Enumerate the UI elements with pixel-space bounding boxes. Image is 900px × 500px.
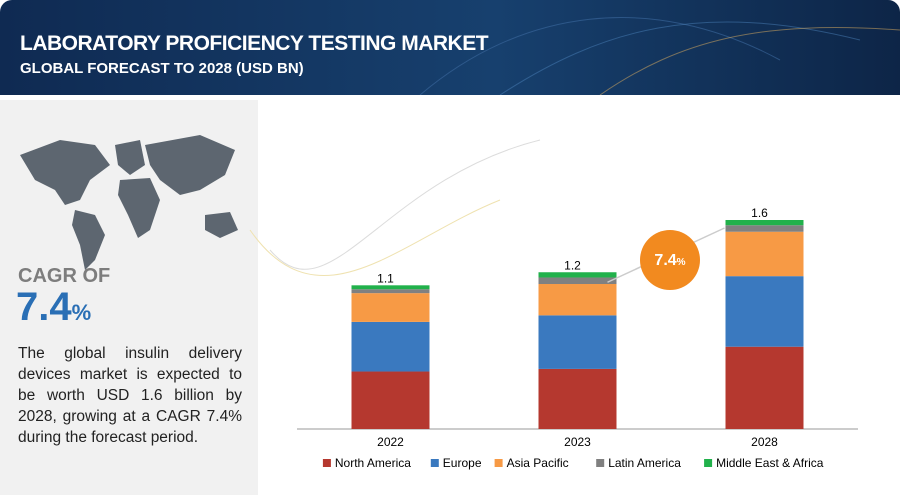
legend-swatch <box>430 459 439 467</box>
cagr-unit: % <box>71 300 92 325</box>
cagr-value: 7.4 <box>16 285 72 329</box>
cagr: 7.4% <box>16 285 91 330</box>
cagr-bubble-value: 7.4 <box>654 252 676 269</box>
legend-swatch <box>494 459 503 467</box>
subtitle: GLOBAL FORECAST TO 2028 (USD BN) <box>20 60 304 77</box>
bar-segment <box>351 371 430 429</box>
cagr-bubble-unit: % <box>677 257 686 268</box>
decoration <box>269 139 541 270</box>
decoration <box>249 199 501 276</box>
legend-label: Asia Pacific <box>507 456 569 470</box>
legend-label: Middle East & Africa <box>716 456 824 470</box>
cagr-bubble <box>640 230 700 290</box>
bar-segment <box>725 346 804 429</box>
cagr-label: CAGR OF <box>18 265 111 287</box>
header: LABORATORY PROFICIENCY TESTING MARKET GL… <box>0 0 900 95</box>
category-label: 2023 <box>564 435 591 449</box>
bar-segment <box>538 284 617 316</box>
legend-label: Europe <box>443 456 482 470</box>
bar-segment <box>538 368 617 429</box>
total-label: 1.1 <box>377 271 394 285</box>
legend-swatch <box>704 459 713 467</box>
bar-segment <box>538 272 617 278</box>
total-label: 1.6 <box>751 206 768 220</box>
bar-segment <box>725 225 804 232</box>
legend-label: Latin America <box>608 456 681 470</box>
legend-label: North America <box>335 456 411 470</box>
bar-segment <box>725 220 804 226</box>
cagr-bubble-text: 7.4% <box>654 252 685 269</box>
header-decoration <box>419 17 900 95</box>
bar-segment <box>538 277 617 285</box>
description: The global insulin delivery devices mark… <box>18 345 242 446</box>
bar-segment <box>725 231 804 277</box>
bar-segment <box>351 321 430 372</box>
category-label: 2022 <box>377 435 404 449</box>
bar-segment <box>725 276 804 347</box>
legend-swatch <box>322 459 331 467</box>
bar-segment <box>351 285 430 290</box>
category-label: 2028 <box>751 435 778 449</box>
title: LABORATORY PROFICIENCY TESTING MARKET <box>20 32 489 55</box>
bar-segment <box>351 289 430 294</box>
legend-swatch <box>596 459 605 467</box>
sidebar: CAGR OF 7.4% The global insulin delivery… <box>0 100 258 495</box>
world-map <box>20 135 238 270</box>
total-label: 1.2 <box>564 258 581 272</box>
bar-segment <box>351 293 430 322</box>
bar-segment <box>538 315 617 369</box>
